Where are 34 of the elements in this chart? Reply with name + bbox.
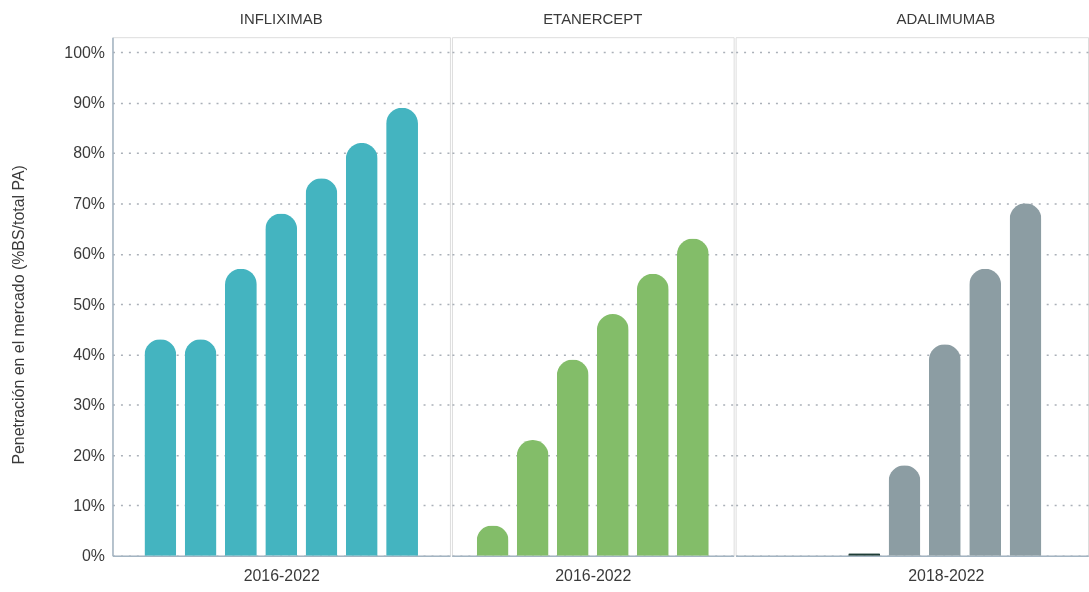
bar xyxy=(928,344,961,556)
y-tick-label: 40% xyxy=(73,345,106,363)
y-axis-title: Penetración en el mercado (%BS/total PA) xyxy=(10,165,28,465)
y-tick-label: 0% xyxy=(82,547,106,565)
bar xyxy=(636,273,669,556)
y-tick-label: 80% xyxy=(73,144,106,162)
bar xyxy=(596,314,629,556)
y-tick-label: 100% xyxy=(64,43,106,61)
bar xyxy=(345,142,378,556)
bar xyxy=(516,439,549,556)
bar xyxy=(969,268,1002,556)
chart-title: ETANERCEPT xyxy=(543,10,643,28)
bar xyxy=(225,268,257,556)
y-tick-label: 70% xyxy=(73,194,106,212)
bar xyxy=(265,213,298,556)
y-tick-label: 20% xyxy=(73,446,106,464)
x-axis-title: 2018-2022 xyxy=(908,567,985,585)
y-tick-label: 50% xyxy=(73,295,106,313)
bar xyxy=(676,238,709,556)
bar xyxy=(556,359,589,556)
chart-title: INFLIXIMAB xyxy=(239,10,323,28)
x-axis-title: 2016-2022 xyxy=(243,567,320,585)
x-axis-title: 2016-2022 xyxy=(555,567,632,585)
y-tick-label: 90% xyxy=(73,94,106,112)
bar xyxy=(888,465,921,556)
chart-title: ADALIMUMAB xyxy=(896,10,996,28)
bar xyxy=(184,339,217,556)
bar xyxy=(386,107,418,556)
y-tick-label: 30% xyxy=(73,396,106,414)
bar xyxy=(305,178,338,556)
y-tick-label: 10% xyxy=(73,496,106,514)
bar xyxy=(1009,203,1042,556)
bar xyxy=(144,339,177,556)
y-tick-label: 60% xyxy=(73,245,106,263)
